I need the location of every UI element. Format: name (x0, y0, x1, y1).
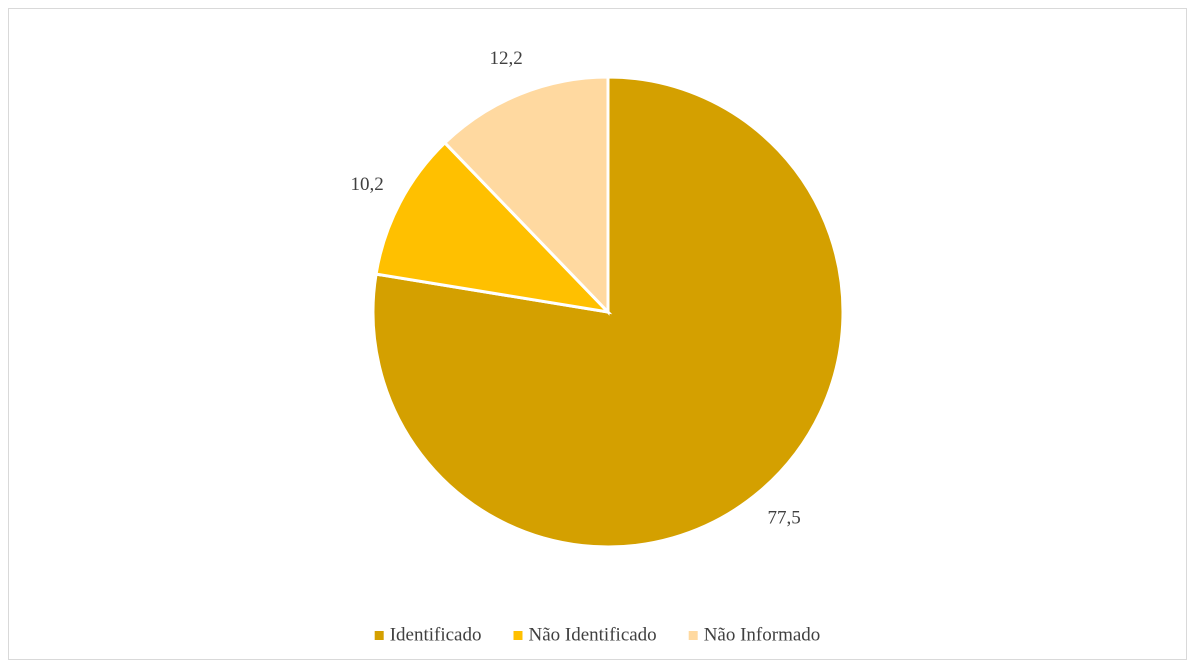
pie-slice (374, 140, 613, 315)
pie-slice (442, 75, 610, 316)
data-label: 10,2 (350, 174, 383, 195)
data-label: 12,2 (490, 48, 523, 69)
legend-marker (513, 631, 523, 640)
legend-marker (374, 631, 384, 640)
legend-label: Não Identificado (528, 624, 656, 645)
legend-marker (688, 631, 698, 640)
data-label: 77,5 (768, 508, 801, 529)
legend-label: Não Informado (704, 624, 821, 645)
legend-label: Identificado (390, 624, 482, 645)
